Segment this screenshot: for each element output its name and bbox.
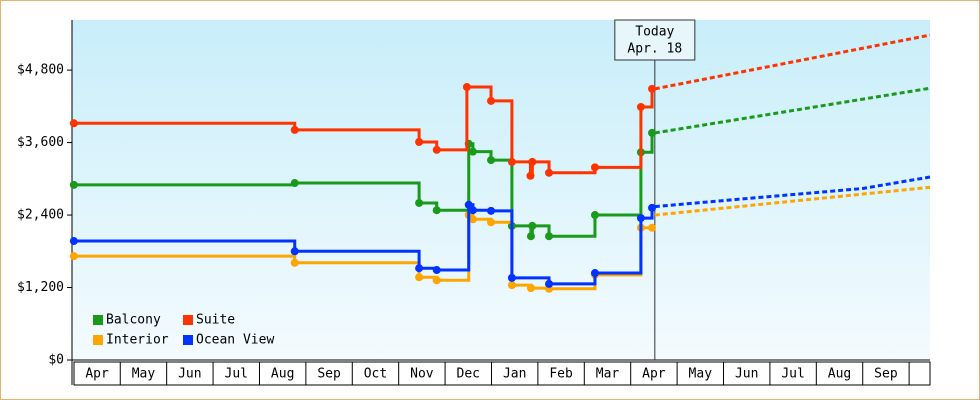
price-point xyxy=(487,156,496,165)
price-point xyxy=(648,84,657,93)
x-tick-label: Apr xyxy=(85,367,109,382)
x-tick-label: May xyxy=(689,367,713,382)
price-point xyxy=(487,218,496,227)
x-tick-label: Sep xyxy=(317,367,341,382)
price-point xyxy=(636,214,645,223)
legend-swatch xyxy=(93,315,103,325)
x-tick-label: Sep xyxy=(874,367,898,382)
x-tick-label: Dec xyxy=(457,367,480,382)
y-tick-label: $4,800 xyxy=(17,63,64,78)
x-tick-label: Aug xyxy=(271,367,294,382)
price-point xyxy=(590,211,599,220)
x-tick-label: Jun xyxy=(735,367,758,382)
legend-label: Ocean View xyxy=(196,333,274,348)
forecast-line xyxy=(654,86,931,135)
legend-swatch xyxy=(183,315,193,325)
month-strip xyxy=(73,361,931,386)
price-point xyxy=(468,206,477,215)
x-tick-label: Nov xyxy=(410,367,434,382)
legend-swatch xyxy=(93,335,103,345)
price-point xyxy=(432,206,441,215)
price-point xyxy=(507,157,516,166)
price-point xyxy=(290,258,299,267)
price-point xyxy=(545,168,554,177)
today-label: Today xyxy=(635,25,674,40)
y-tick-label: $2,400 xyxy=(17,208,64,223)
y-tick-label: $3,600 xyxy=(17,135,64,150)
x-tick-label: Mar xyxy=(596,367,620,382)
x-tick-label: Jun xyxy=(178,367,201,382)
price-point xyxy=(545,232,554,241)
x-tick-label: Jul xyxy=(781,367,804,382)
x-tick-label: Oct xyxy=(364,367,387,382)
x-tick-label: May xyxy=(132,367,156,382)
price-point xyxy=(290,179,299,188)
today-label: Apr. 18 xyxy=(627,42,682,57)
legend-label: Balcony xyxy=(106,313,161,328)
price-point xyxy=(432,276,441,285)
y-tick-label: $1,200 xyxy=(17,280,64,295)
price-point xyxy=(462,83,471,92)
x-tick-label: Feb xyxy=(549,367,573,382)
price-point xyxy=(468,147,477,156)
price-point xyxy=(507,281,516,290)
price-point xyxy=(487,96,496,105)
price-point xyxy=(69,119,78,128)
price-point xyxy=(69,180,78,189)
price-point xyxy=(507,273,516,282)
price-point xyxy=(545,279,554,288)
forecast-line xyxy=(654,175,931,209)
price-point xyxy=(415,273,424,282)
y-tick-label: $0 xyxy=(48,353,64,368)
legend-label: Interior xyxy=(106,333,169,348)
forecast-line xyxy=(654,185,931,217)
price-point xyxy=(648,203,657,212)
price-point xyxy=(526,284,535,293)
today-box xyxy=(614,19,696,61)
x-tick-label: Aug xyxy=(828,367,851,382)
price-point xyxy=(464,200,473,209)
legend-swatch xyxy=(183,335,193,345)
price-point xyxy=(290,125,299,134)
price-point xyxy=(528,221,537,230)
price-point xyxy=(432,145,441,154)
price-point xyxy=(415,137,424,146)
price-point xyxy=(415,198,424,207)
price-point xyxy=(290,247,299,256)
legend-label: Suite xyxy=(196,313,235,328)
x-tick-label: Apr xyxy=(642,367,666,382)
forecast-line xyxy=(654,33,931,91)
price-point xyxy=(590,269,599,278)
price-point xyxy=(69,252,78,261)
price-point xyxy=(526,232,535,241)
price-point xyxy=(528,157,537,166)
x-tick-label: Jul xyxy=(225,367,248,382)
price-point xyxy=(432,266,441,275)
x-tick-label: Jan xyxy=(503,367,526,382)
price-point xyxy=(69,237,78,246)
price-point xyxy=(590,163,599,172)
price-point xyxy=(648,223,657,232)
price-point xyxy=(636,102,645,111)
price-point xyxy=(487,206,496,215)
price-point xyxy=(526,171,535,180)
plot-area xyxy=(72,20,930,360)
price-point xyxy=(468,215,477,224)
price-point xyxy=(648,128,657,137)
price-point xyxy=(415,264,424,273)
